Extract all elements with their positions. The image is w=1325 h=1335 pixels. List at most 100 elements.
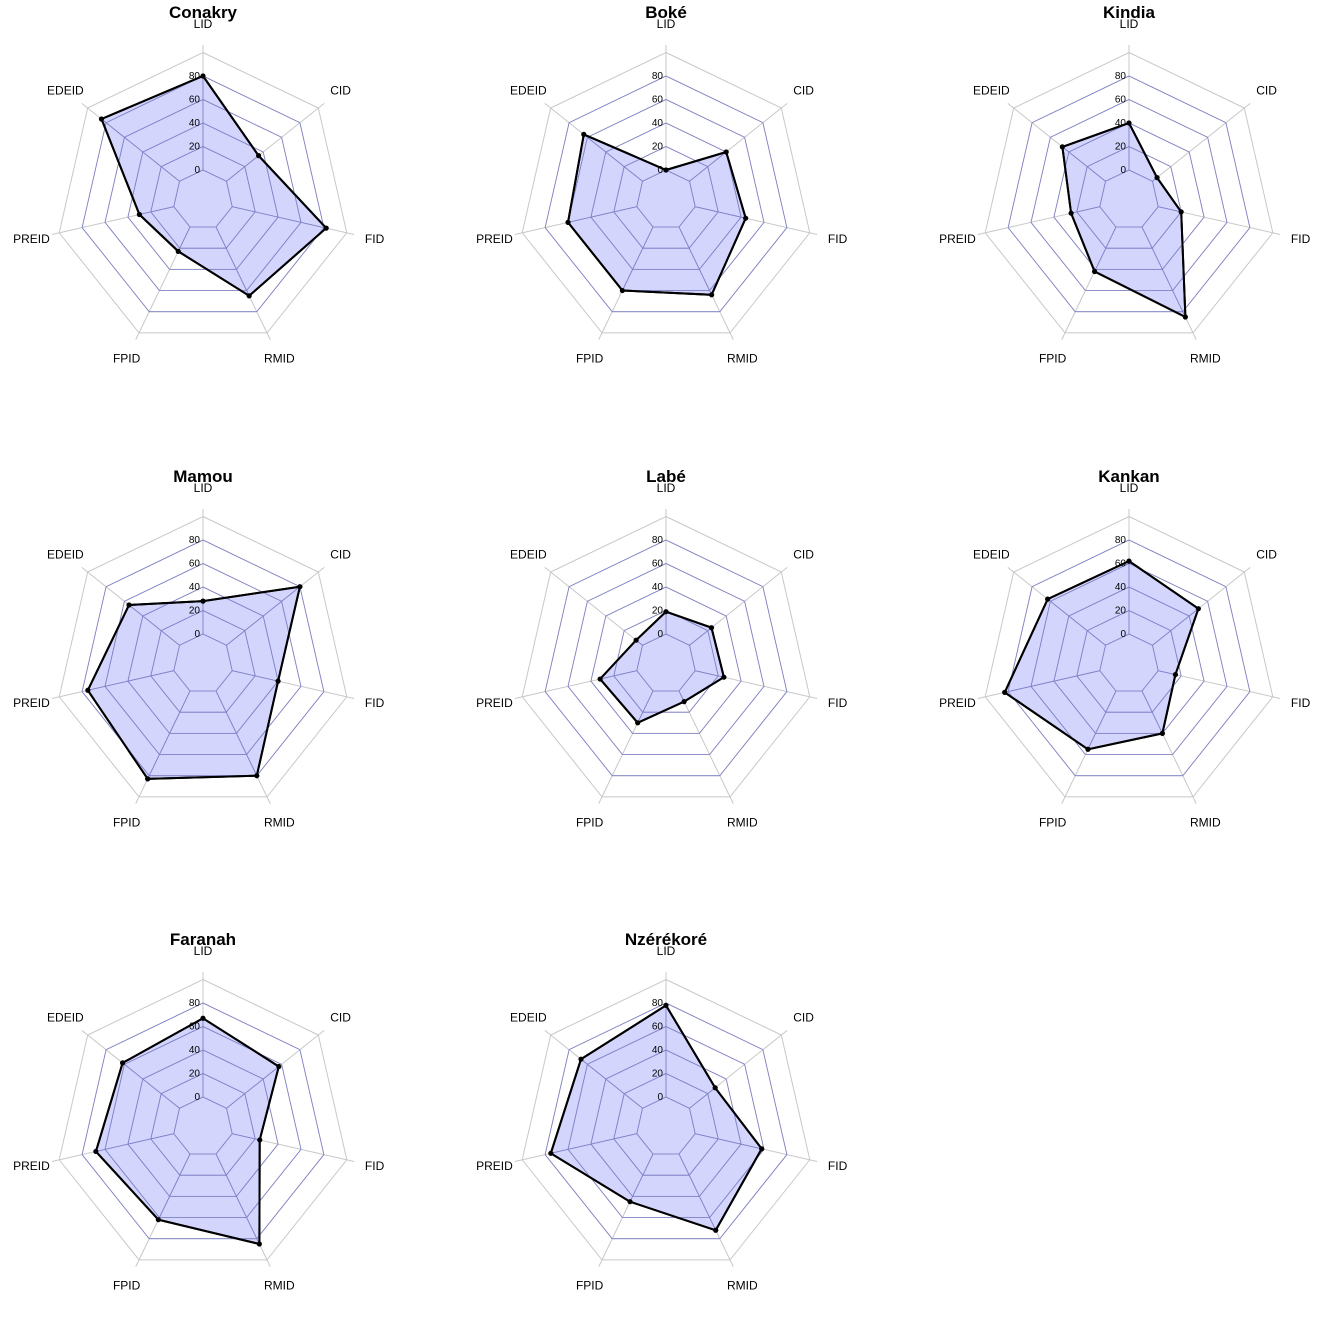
data-point: [254, 773, 260, 779]
data-point: [1045, 596, 1051, 602]
inner-spoke: [629, 1153, 654, 1202]
inner-grid-ring: [636, 1096, 696, 1155]
tick-label: 20: [1115, 142, 1127, 153]
axis-label: RMID: [1190, 352, 1221, 366]
inner-spoke: [1004, 670, 1100, 693]
data-point: [633, 637, 639, 643]
inner-grid-ring: [173, 633, 233, 692]
data-point: [200, 598, 206, 604]
inner-spoke: [550, 1133, 637, 1154]
axis-label: FPID: [576, 816, 604, 830]
inner-grid-ring: [567, 1026, 765, 1218]
tick-label: 0: [194, 1092, 200, 1103]
inner-spoke: [695, 670, 724, 678]
data-point: [276, 1063, 282, 1070]
grid-ring: [984, 51, 1274, 334]
inner-grid-ring: [613, 1073, 719, 1176]
tick-label: 40: [652, 1045, 664, 1056]
inner-grid-ring: [1053, 122, 1205, 270]
inner-spoke: [689, 627, 712, 646]
data-point: [619, 287, 625, 294]
grid-ring: [521, 978, 811, 1261]
panel-title: Boké: [645, 3, 687, 22]
axis-label: FPID: [1039, 352, 1067, 366]
axis-label: CID: [1256, 83, 1277, 97]
data-point: [721, 674, 727, 680]
axis-label: PREID: [476, 696, 513, 710]
tick-label: 20: [652, 606, 664, 617]
inner-grid-ring: [81, 1002, 325, 1240]
axis-label: PREID: [13, 1159, 50, 1173]
data-point: [275, 678, 281, 684]
inner-grid-ring: [590, 586, 742, 734]
tick-label: 60: [652, 1022, 664, 1033]
data-point: [1126, 558, 1132, 564]
inner-grid-ring: [1007, 539, 1251, 777]
axis-label: EDEID: [47, 83, 84, 97]
inner-spoke: [567, 206, 637, 223]
radar-panel: 0 20 40 60 80 LID CID FID RMID FPID PREID EDEID Fara…: [13, 930, 385, 1293]
axis-label: PREID: [13, 232, 50, 246]
inner-grid-ring: [127, 586, 279, 734]
data-point: [1195, 606, 1201, 612]
tick-label: 0: [194, 165, 200, 176]
data-outline: [566, 132, 747, 296]
data-point: [323, 225, 329, 231]
data-point: [175, 248, 181, 254]
inner-spoke: [1152, 608, 1199, 646]
grid-ring: [58, 978, 348, 1261]
inner-spoke: [695, 1133, 762, 1150]
data-point: [635, 720, 641, 726]
radar-panel: 0 20 40 60 80 LID CID FID RMID FPID PREID EDEID Cona…: [13, 3, 385, 366]
data-point: [565, 219, 571, 225]
axis-label: CID: [330, 83, 351, 97]
inner-grid-ring: [636, 633, 696, 692]
inner-spoke: [1087, 690, 1117, 750]
data-point: [663, 1002, 669, 1008]
axis-spoke: [1152, 102, 1251, 182]
data-point: [1085, 746, 1091, 752]
data-point: [708, 625, 715, 631]
axis-label: EDEID: [973, 547, 1010, 561]
axis-label: LID: [1120, 481, 1139, 495]
tick-label: 40: [189, 1045, 201, 1056]
inner-grid-ring: [613, 610, 719, 713]
inner-spoke: [689, 151, 727, 182]
data-point: [119, 1060, 126, 1066]
inner-grid-ring: [590, 1049, 742, 1197]
axis-label: FID: [828, 232, 848, 246]
data-point: [709, 292, 715, 298]
inner-spoke: [232, 206, 327, 229]
inner-grid-ring: [127, 1049, 279, 1197]
tick-label: 20: [652, 1069, 664, 1080]
axis-label: RMID: [264, 352, 295, 366]
axis-label: RMID: [727, 1279, 758, 1293]
data-point: [663, 609, 669, 615]
axis-label: LID: [194, 944, 213, 958]
inner-spoke: [1094, 226, 1117, 272]
data-point: [723, 149, 729, 155]
inner-spoke: [158, 1153, 191, 1220]
tick-label: 40: [652, 582, 664, 593]
data-outline: [598, 610, 726, 725]
inner-spoke: [101, 118, 180, 182]
data-point: [1159, 730, 1166, 736]
tick-label: 0: [657, 1092, 663, 1103]
inner-spoke: [226, 586, 301, 646]
inner-spoke: [583, 134, 643, 182]
inner-grid-ring: [1076, 610, 1182, 713]
inner-spoke: [689, 1087, 716, 1109]
inner-grid-ring: [104, 1026, 302, 1218]
tick-label: 80: [652, 71, 664, 82]
data-point: [759, 1146, 765, 1152]
grid-ring: [521, 515, 811, 798]
axis-label: CID: [793, 1010, 814, 1024]
tick-label: 60: [1115, 95, 1127, 106]
inner-spoke: [678, 1153, 717, 1231]
data-outline: [1003, 559, 1200, 751]
inner-spoke: [232, 1133, 260, 1141]
radar-panel: 0 20 40 60 80 LID CID FID RMID FPID PREID EDEID Kank…: [939, 467, 1311, 830]
axis-spoke: [1158, 670, 1281, 699]
inner-grid-ring: [613, 146, 719, 249]
